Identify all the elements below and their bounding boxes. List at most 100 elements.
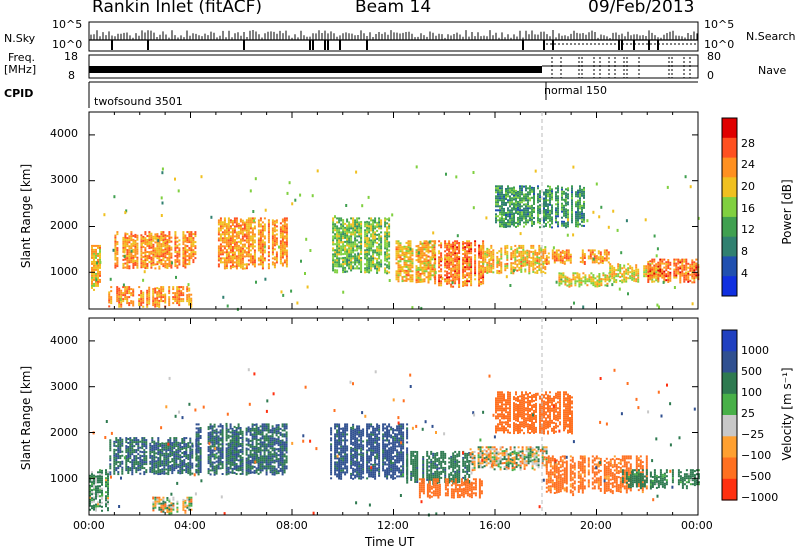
data-cell <box>233 219 236 222</box>
data-cell <box>401 254 404 257</box>
data-cell <box>130 237 133 240</box>
data-cell <box>523 197 525 200</box>
data-cell <box>386 250 389 253</box>
data-cell <box>91 471 93 474</box>
data-cell <box>431 254 434 257</box>
data-cell <box>225 225 228 228</box>
data-cell <box>520 270 523 273</box>
data-cell <box>544 260 547 263</box>
data-cell <box>380 235 383 238</box>
data-cell <box>176 250 179 253</box>
data-cell <box>273 222 276 225</box>
data-cell <box>444 260 447 263</box>
data-cell <box>667 263 670 265</box>
data-cell <box>667 273 670 275</box>
data-cell <box>458 242 461 244</box>
data-cell <box>135 451 138 454</box>
data-cell <box>174 298 177 301</box>
data-cell <box>507 187 509 190</box>
data-cell <box>261 251 264 254</box>
data-cell <box>518 268 521 271</box>
data-cell <box>139 466 142 469</box>
data-cell <box>581 208 583 211</box>
data-cell <box>691 302 694 306</box>
data-cell <box>576 272 579 275</box>
data-cell <box>281 264 284 267</box>
data-cell <box>421 268 424 271</box>
data-cell <box>613 268 616 271</box>
data-cell <box>567 209 569 212</box>
data-cell <box>575 221 577 224</box>
data-cell <box>456 246 459 249</box>
data-cell <box>114 256 117 259</box>
data-cell <box>395 252 398 255</box>
data-cell <box>267 247 270 250</box>
data-cell <box>415 273 418 276</box>
data-cell <box>512 252 515 255</box>
data-cell <box>529 199 531 202</box>
data-cell <box>423 260 426 263</box>
data-cell <box>178 247 181 250</box>
data-cell <box>219 249 222 252</box>
data-cell <box>448 264 451 267</box>
data-cell <box>154 251 157 254</box>
data-cell <box>249 231 252 234</box>
data-cell <box>635 274 638 277</box>
data-cell <box>336 271 339 274</box>
data-cell <box>466 282 469 285</box>
data-cell <box>603 257 606 260</box>
data-cell <box>542 252 545 255</box>
data-cell <box>655 279 658 282</box>
data-cell <box>419 258 422 261</box>
data-cell <box>231 252 234 254</box>
data-cell <box>372 245 375 248</box>
data-cell <box>611 277 614 280</box>
data-cell <box>91 497 93 500</box>
data-cell <box>458 266 461 268</box>
data-cell <box>119 437 122 440</box>
data-cell <box>434 271 437 275</box>
data-cell <box>344 270 347 273</box>
data-cell <box>152 235 155 238</box>
data-cell <box>384 231 387 234</box>
data-cell <box>551 251 554 254</box>
data-cell <box>271 243 274 246</box>
data-cell <box>340 225 343 228</box>
data-cell <box>586 219 589 223</box>
data-cell <box>452 285 455 288</box>
data-cell <box>364 231 367 234</box>
data-cell <box>583 206 585 209</box>
data-cell <box>661 262 664 265</box>
data-cell <box>116 253 119 256</box>
data-cell <box>283 221 286 224</box>
data-cell <box>192 255 195 258</box>
data-cell <box>388 243 391 246</box>
data-cell <box>530 262 533 265</box>
data-cell <box>97 505 99 508</box>
data-cell <box>673 262 676 265</box>
data-cell <box>623 272 626 275</box>
data-cell <box>187 283 190 287</box>
data-cell <box>368 229 371 232</box>
data-cell <box>454 282 457 285</box>
data-cell <box>533 199 535 201</box>
data-cell <box>121 438 124 441</box>
data-cell <box>488 260 491 263</box>
data-cell <box>144 253 147 256</box>
data-cell <box>627 267 630 270</box>
data-cell <box>484 270 487 273</box>
data-cell <box>429 258 432 261</box>
data-cell <box>309 249 312 252</box>
data-cell <box>158 305 161 308</box>
data-cell <box>156 291 159 294</box>
data-cell <box>419 240 422 243</box>
data-cell <box>462 263 465 265</box>
data-cell <box>576 276 579 279</box>
data-cell <box>245 225 248 228</box>
data-cell <box>350 239 353 242</box>
data-cell <box>527 209 529 212</box>
data-cell <box>378 257 381 260</box>
data-cell <box>464 262 467 265</box>
data-cell <box>561 198 563 201</box>
data-cell <box>571 199 573 202</box>
